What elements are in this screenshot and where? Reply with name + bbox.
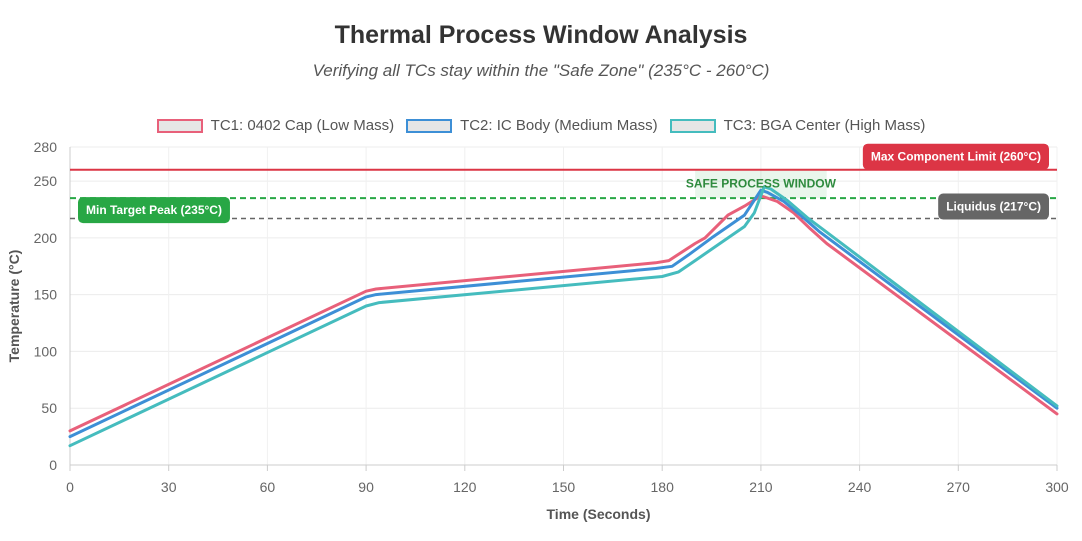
series-line-tc1 (68, 194, 1059, 433)
y-tick-label: 250 (34, 173, 58, 189)
chart-subtitle: Verifying all TCs stay within the "Safe … (312, 61, 770, 80)
annotation-label-0-bg (862, 143, 1049, 170)
x-axis-label: Time (Seconds) (547, 506, 651, 522)
x-tick-label: 270 (947, 479, 971, 495)
series-line-tc2 (68, 188, 1059, 439)
x-tick-label: 30 (161, 479, 177, 495)
y-tick-label: 50 (41, 400, 57, 416)
x-tick-label: 150 (552, 479, 576, 495)
legend-swatch-tc2 (406, 118, 453, 133)
legend-item-tc3[interactable]: TC3: BGA Center (High Mass) (669, 117, 926, 134)
y-axis-label: Temperature (°C) (6, 250, 22, 363)
x-tick-label: 210 (749, 479, 773, 495)
x-tick-label: 90 (358, 479, 374, 495)
legend-item-tc1[interactable]: TC1: 0402 Cap (Low Mass) (156, 117, 395, 134)
x-tick-label: 240 (848, 479, 872, 495)
legend-label-tc2: TC2: IC Body (Medium Mass) (460, 117, 658, 134)
legend-label-tc3: TC3: BGA Center (High Mass) (723, 117, 926, 134)
annotation-label-0: Max Component Limit (260°C) (862, 143, 1049, 170)
legend-label-tc1: TC1: 0402 Cap (Low Mass) (210, 117, 395, 134)
annotation-label-2: Liquidus (217°C) (938, 193, 1049, 220)
series-line-tc3 (68, 185, 1059, 448)
annotation-label-1-bg (78, 197, 230, 224)
legend: TC1: 0402 Cap (Low Mass) TC2: IC Body (M… (0, 117, 1082, 134)
chart-title: Thermal Process Window Analysis (334, 21, 748, 49)
annotation-label-0-text: Max Component Limit (260°C) (871, 150, 1041, 164)
x-tick-label: 180 (651, 479, 675, 495)
legend-swatch-tc1 (156, 118, 203, 133)
y-tick-label: 280 (34, 139, 58, 155)
x-tick-label: 120 (453, 479, 477, 495)
annotation-label-2-bg (938, 193, 1049, 220)
safe-window-label: SAFE PROCESS WINDOW (686, 177, 837, 191)
y-tick-label: 0 (49, 457, 57, 473)
y-tick-label: 100 (34, 343, 58, 359)
annotation-label-1: Min Target Peak (235°C) (78, 197, 230, 224)
y-tick-label: 200 (34, 230, 58, 246)
annotation-label-1-text: Min Target Peak (235°C) (86, 203, 222, 217)
annotation-label-2-text: Liquidus (217°C) (946, 200, 1041, 214)
legend-item-tc2[interactable]: TC2: IC Body (Medium Mass) (406, 117, 658, 134)
y-tick-label: 150 (34, 287, 58, 303)
x-tick-label: 60 (260, 479, 276, 495)
legend-swatch-tc3 (669, 118, 716, 133)
x-tick-label: 300 (1045, 479, 1069, 495)
x-tick-label: 0 (66, 479, 74, 495)
